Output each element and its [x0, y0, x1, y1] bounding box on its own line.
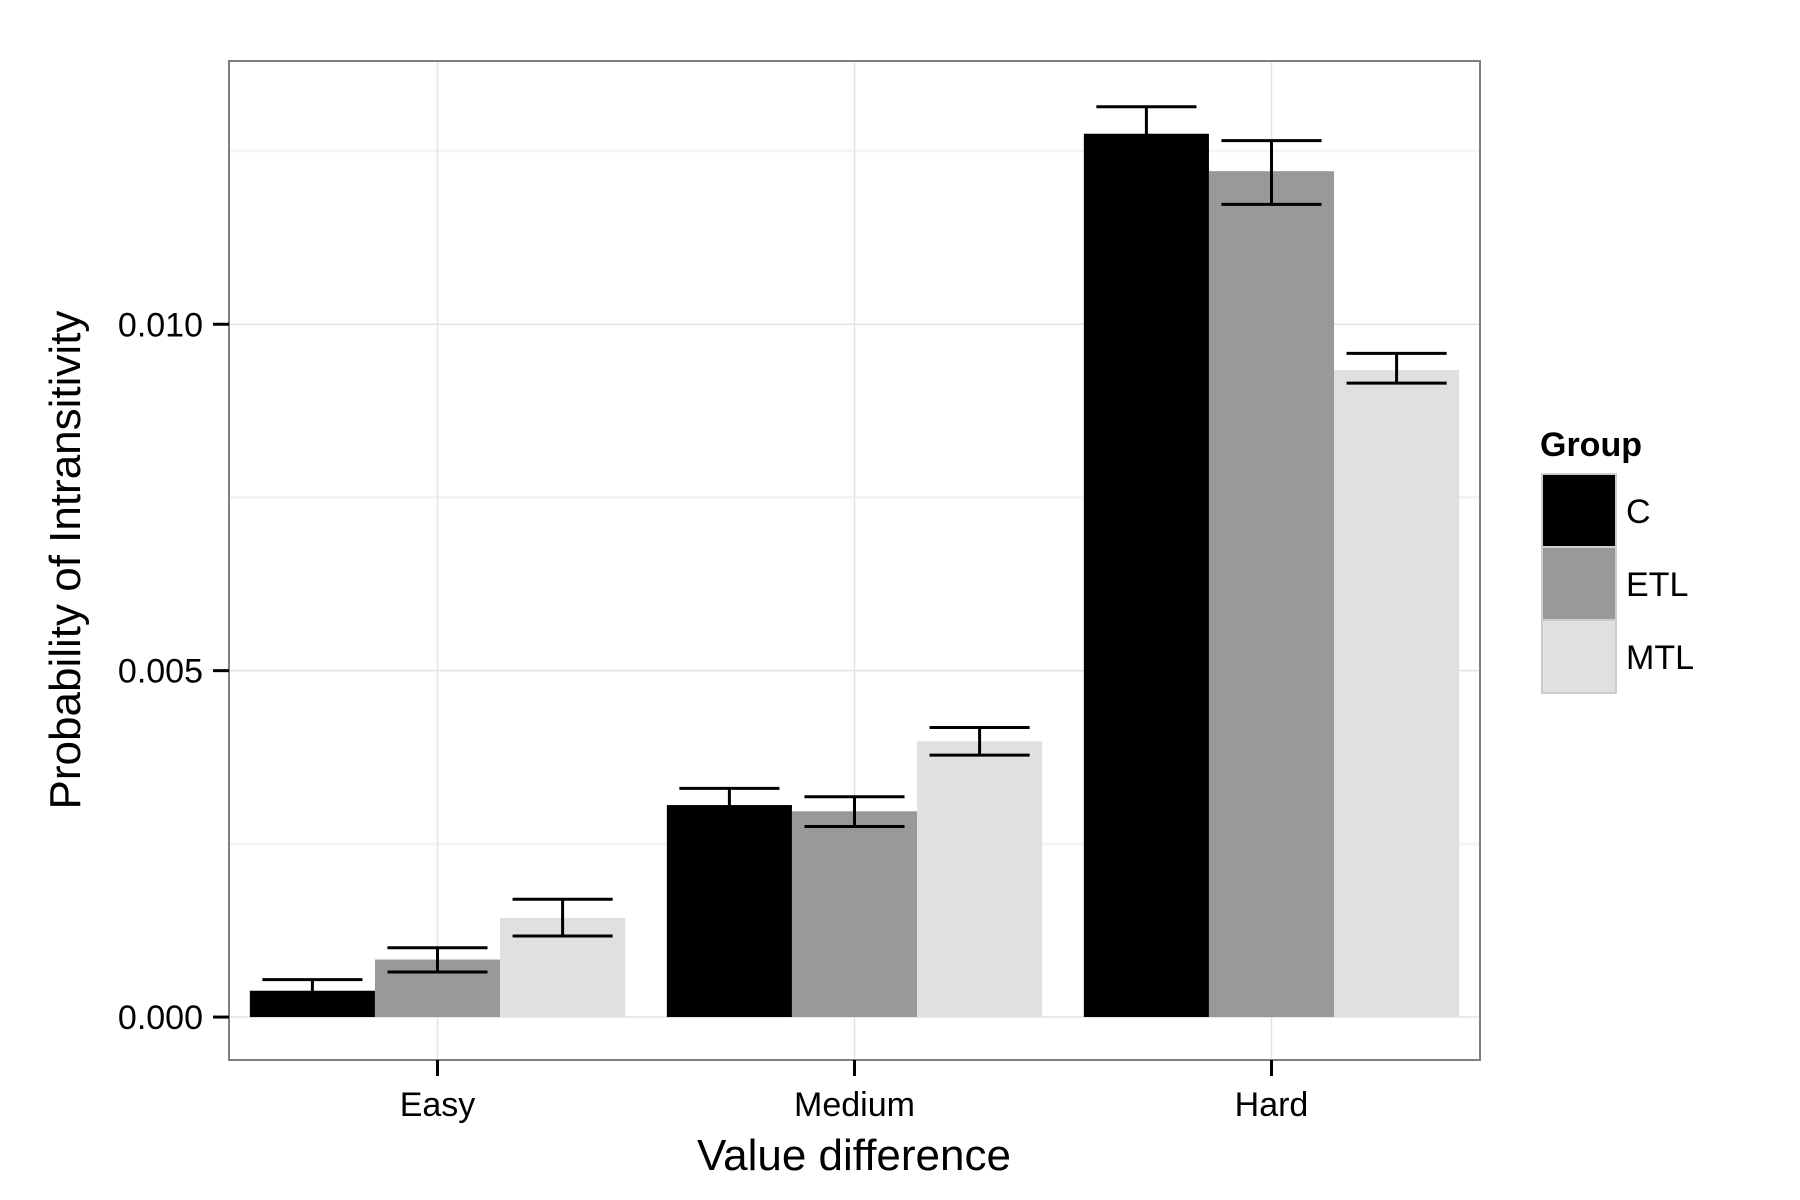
- error-bar-c-hard: [1096, 105, 1197, 163]
- legend: Group C ETL MTL: [1540, 426, 1694, 694]
- y-tick-label: 0.000: [118, 999, 203, 1037]
- y-axis: 0.000 0.005 0.010: [118, 306, 229, 1037]
- y-tick-label: 0.005: [118, 653, 203, 691]
- legend-key-c: [1541, 473, 1617, 548]
- legend-label-c: C: [1626, 493, 1651, 531]
- x-tick-label: Medium: [794, 1086, 915, 1124]
- x-tick-label: Easy: [400, 1086, 476, 1124]
- x-axis: Easy Medium Hard: [400, 1060, 1309, 1124]
- legend-key-etl: [1541, 546, 1617, 621]
- error-bar-etl-easy: [387, 946, 488, 974]
- bar-mtl-medium: [917, 741, 1043, 1018]
- error-bar-etl-medium: [804, 795, 905, 829]
- error-bar-mtl-hard: [1346, 351, 1447, 385]
- x-axis-title: Value difference: [697, 1131, 1011, 1180]
- bar-etl-hard: [1208, 171, 1335, 1018]
- bar-c-medium: [666, 805, 792, 1018]
- legend-label-etl: ETL: [1626, 566, 1688, 604]
- y-axis-title: Probability of Intransitivity: [41, 311, 90, 810]
- error-bar-etl-hard: [1221, 139, 1322, 206]
- x-tick-label: Hard: [1235, 1086, 1309, 1124]
- legend-title: Group: [1540, 426, 1642, 464]
- legend-label-mtl: MTL: [1626, 639, 1694, 677]
- y-tick-label: 0.010: [118, 306, 203, 344]
- error-bar-mtl-easy: [512, 897, 613, 938]
- bar-etl-medium: [791, 811, 918, 1018]
- error-bar-mtl-medium: [929, 725, 1030, 757]
- bar-c-hard: [1083, 133, 1209, 1018]
- legend-key-mtl: [1541, 619, 1617, 694]
- error-bars: [262, 105, 1447, 1005]
- error-bar-c-easy: [262, 978, 363, 1005]
- bar-mtl-hard: [1334, 369, 1460, 1018]
- error-bar-c-medium: [679, 786, 780, 822]
